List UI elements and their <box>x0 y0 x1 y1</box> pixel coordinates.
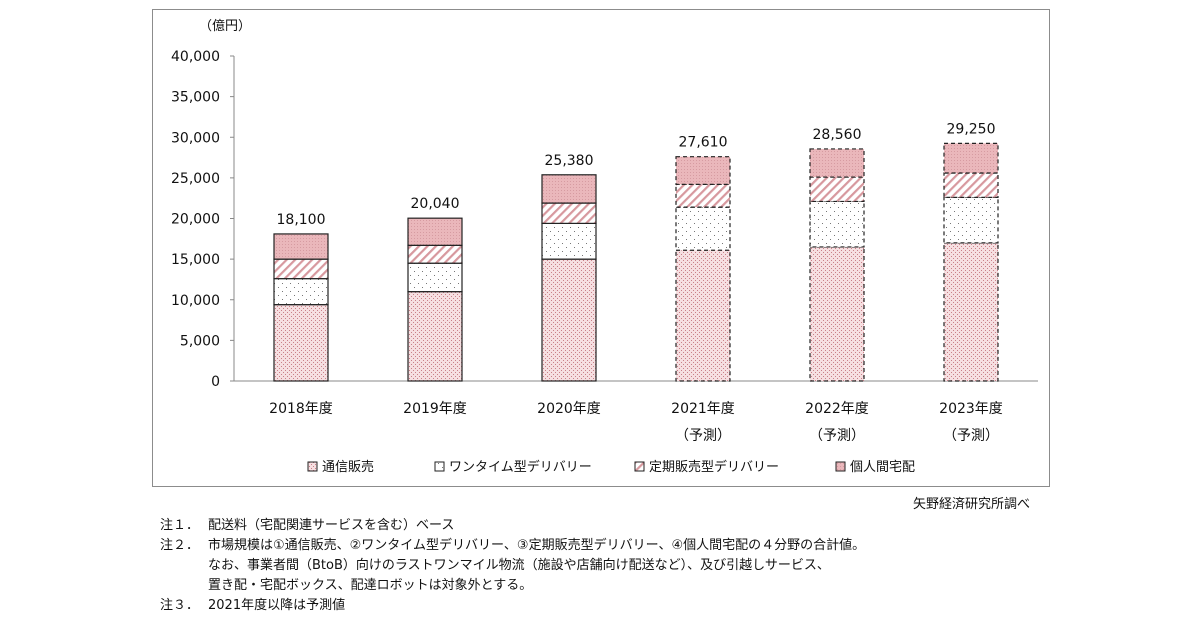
x-tick-label: 2022年度 <box>805 401 869 417</box>
bar-segment <box>273 258 329 280</box>
footnote-text: 市場規模は①通信販売、②ワンタイム型デリバリー、③定期販売型デリバリー、④個人間… <box>208 538 866 553</box>
legend: 通信販売 ワンタイム型デリバリー 定期販売型デリバリー 個人間宅配 <box>307 459 915 475</box>
total-data-label: 29,250 <box>947 121 996 137</box>
total-data-label: 27,610 <box>679 135 728 151</box>
x-tick-label: 2020年度 <box>537 401 601 417</box>
y-tick-label: 25,000 <box>171 171 220 187</box>
x-tick-label: 2023年度 <box>939 401 1003 417</box>
bar-segment <box>407 244 463 264</box>
footnote-mark: 注１． <box>160 518 200 533</box>
legend-label: 定期販売型デリバリー <box>649 459 779 475</box>
legend-label: ワンタイム型デリバリー <box>449 459 592 475</box>
bar-segment <box>809 200 865 248</box>
legend-swatch <box>307 461 318 472</box>
footnote-text: 2021年度以降は予測値 <box>208 598 346 613</box>
bar-segment <box>675 206 731 251</box>
footnotes: 注１． 配送料（宅配関連サービスを含む）ベース 注２． 市場規模は①通信販売、②ワンタ… <box>160 516 865 616</box>
x-tick-sublabel: （予測） <box>675 428 731 444</box>
bar-segment <box>675 249 731 382</box>
legend-swatch <box>634 461 645 472</box>
y-tick-label: 0 <box>211 374 220 390</box>
chart-frame: （億円） 0 5,000 10,000 15,000 20,000 25,000 30,000… <box>152 9 1050 487</box>
bar-segment <box>541 202 597 224</box>
y-tick-label: 20,000 <box>171 212 220 228</box>
footnote-row: 注３． 2021年度以降は予測値 <box>160 596 865 616</box>
footnote-row: 注２． 市場規模は①通信販売、②ワンタイム型デリバリー、③定期販売型デリバリー、④… <box>160 536 865 556</box>
bar-segment <box>675 156 731 185</box>
bar-segment <box>809 148 865 178</box>
total-data-label: 18,100 <box>277 212 326 228</box>
bar-segment <box>675 183 731 208</box>
bar-segment <box>407 217 463 246</box>
bar-segment <box>273 278 329 306</box>
total-data-label: 28,560 <box>813 127 862 143</box>
y-tick-label: 40,000 <box>171 49 220 65</box>
y-tick-label: 35,000 <box>171 90 220 106</box>
bar-segment <box>809 246 865 382</box>
x-tick-sublabel: （予測） <box>809 428 865 444</box>
y-axis-unit-label: （億円） <box>199 18 251 34</box>
axes-layer: （億円） 0 5,000 10,000 15,000 20,000 25,000 30,000… <box>171 18 1038 390</box>
y-tick-label: 5,000 <box>180 333 220 349</box>
y-tick-label: 30,000 <box>171 130 220 146</box>
legend-swatch <box>434 461 445 472</box>
bar-segment <box>541 258 597 382</box>
bar-segment <box>943 142 999 174</box>
footnote-text: 配送料（宅配関連サービスを含む）ベース <box>208 518 455 533</box>
bar-segment <box>541 174 597 204</box>
legend-label: 個人間宅配 <box>850 460 915 475</box>
bar-segment <box>809 176 865 203</box>
bar-segment <box>541 222 597 260</box>
bar-segment <box>407 291 463 382</box>
total-data-label: 20,040 <box>411 196 460 212</box>
footnote-mark: 注２． <box>160 538 200 553</box>
bars-layer <box>273 142 999 382</box>
legend-label: 通信販売 <box>322 459 374 475</box>
footnote-mark: 注３． <box>160 598 200 613</box>
y-tick-label: 10,000 <box>171 293 220 309</box>
bar-segment <box>407 262 463 293</box>
x-tick-label: 2018年度 <box>269 401 333 417</box>
labels-layer: 18,100 2018年度 20,040 2019年度 25,380 2020年度 27,6… <box>269 121 1003 444</box>
footnote-row: 注１． 配送料（宅配関連サービスを含む）ベース <box>160 516 865 536</box>
y-tick-label: 15,000 <box>171 252 220 268</box>
x-tick-label: 2019年度 <box>403 401 467 417</box>
bar-segment <box>943 242 999 382</box>
bar-segment <box>273 233 329 260</box>
total-data-label: 25,380 <box>545 153 594 169</box>
x-tick-label: 2021年度 <box>671 401 735 417</box>
bar-segment <box>943 172 999 198</box>
legend-swatch <box>835 461 846 472</box>
footnote-text: なお、事業者間（BtoB）向けのラストワンマイル物流（施設や店舗向け配送など）、… <box>208 558 830 573</box>
x-tick-sublabel: （予測） <box>943 428 999 444</box>
bar-segment <box>273 304 329 382</box>
source-credit: 矢野経済研究所調べ <box>912 497 1030 512</box>
footnote-text: 置き配・宅配ボックス、配達ロボットは対象外とする。 <box>208 578 533 593</box>
bar-segment <box>943 196 999 244</box>
stacked-bar-chart: （億円） 0 5,000 10,000 15,000 20,000 25,000 30,000… <box>171 18 1038 475</box>
